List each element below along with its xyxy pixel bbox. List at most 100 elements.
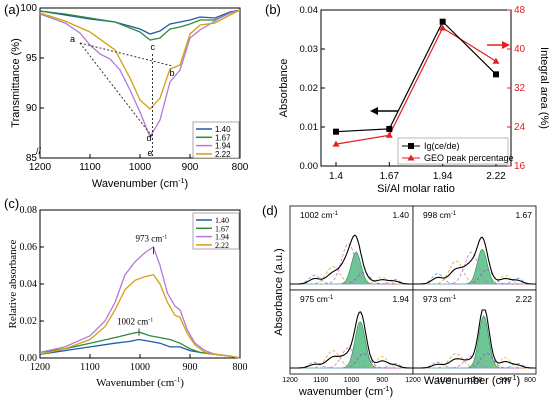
panel-a-series	[39, 9, 241, 139]
panel-b-xtick-label: 2.22	[486, 171, 506, 182]
panel-a-legend-label: 1.40	[215, 125, 231, 134]
panel-d-xlabel-right: Wavenumber (cm-1)	[424, 375, 520, 387]
panel-d-envelope	[413, 309, 536, 369]
panel-d-peak-label-sup: -1	[451, 295, 457, 301]
panel-a-line-2-22	[39, 9, 241, 110]
panel-c-peak-label-1002-sup: -1	[148, 318, 153, 324]
panel-b-legend-label-geo: GEO peak percentage	[424, 153, 514, 163]
panel-c-ytick-label: 0.08	[20, 205, 38, 216]
panel-c-ytick-label: 0.02	[20, 316, 38, 327]
panel-d-subplot-1-94: 975 cm-1 1.94	[289, 289, 414, 375]
panel-d-peak-label-sup: -1	[451, 211, 457, 217]
panel-c-legend-label: 1.40	[215, 216, 229, 225]
panel-d-peak-label: 1002 cm-1	[300, 210, 339, 220]
panel-c-annotations: 973 cm-1 1002 cm-1	[117, 233, 168, 336]
panel-d-ratio-label: 2.22	[515, 294, 532, 304]
panel-a-ticks: 1200 1100 1000 900 800 85 90 95 100	[20, 3, 248, 173]
panel-b-marker-geo	[492, 57, 500, 64]
panel-a-ytick-label: 95	[26, 53, 38, 64]
panel-a-ytick-label: 85	[26, 153, 38, 164]
panel-b-marker-ig	[333, 128, 339, 135]
panel-d-subplot-1-67: 998 cm-1 1.67	[412, 205, 537, 291]
panel-b-y2tick-label: 16	[514, 161, 526, 172]
panel-c-line-2-22	[39, 274, 241, 359]
panel-b-xtick-label: 1.94	[433, 171, 453, 182]
panel-b-y2tick-label: 48	[514, 5, 526, 16]
panel-d-deconvolution-grid: (d) 1002 cm-1 1.40 998 cm-1 1.67 975 cm-1 1.9…	[262, 203, 537, 398]
panel-c-legend-label: 1.94	[215, 233, 229, 242]
panel-c-xlabel: Wavenumber (cm-1)	[96, 376, 184, 389]
panel-d-xtick-label-right: 1100	[436, 377, 451, 384]
panel-d-dashed-component	[413, 277, 536, 285]
panel-c-label: (c)	[4, 196, 19, 211]
panel-a-ytick-label: 100	[20, 3, 37, 14]
panel-c-legend-box	[192, 212, 240, 250]
panel-b-y2label: Integral area (%)	[538, 47, 550, 129]
panel-b-y2tick-label: 40	[514, 44, 526, 55]
panel-a-point-label: b	[170, 68, 175, 78]
panel-a-legend: 1.401.671.942.22	[192, 121, 240, 159]
panel-d-xtick-label-right: 800	[524, 377, 536, 384]
panel-b-left-arrow-head	[370, 107, 378, 115]
panel-d-peak-label-sup: -1	[328, 295, 334, 301]
panel-b-ytick-label: 0.01	[300, 122, 319, 133]
panel-c-xtick-label: 1100	[80, 362, 100, 373]
panel-d-ratio-label: 1.40	[392, 210, 409, 220]
panel-b-legend: Ig(ce/de) GEO peak percentage	[397, 137, 514, 165]
panel-b-legend-marker-ig	[408, 143, 414, 149]
panel-d-xtick-label-left: 1100	[313, 377, 328, 384]
panel-b-marker-geo	[439, 24, 447, 31]
panel-a-xtick-label: 1200	[29, 162, 52, 173]
panel-c-peak-label-973: 973 cm-1	[136, 233, 168, 243]
panel-c-peak-label-973-sup: -1	[162, 234, 167, 240]
panel-a-xtick-label: 1100	[79, 162, 101, 173]
panel-a-ytick-label: 90	[26, 103, 38, 114]
panel-d-subplot-frame	[412, 205, 537, 291]
panel-c-line-1-94	[39, 245, 241, 359]
panel-c-xtick-label: 1000	[130, 362, 150, 373]
panel-b-legend-marker-geo	[407, 154, 415, 161]
panel-c-peak-label-1002: 1002 cm-1	[117, 317, 153, 327]
panel-a-point-label: d	[147, 133, 152, 143]
panel-d-xtick-label-right: 1000	[467, 377, 483, 384]
panel-b-ytick-label: 0.04	[300, 5, 319, 16]
panel-a-baseline-ad	[79, 42, 153, 138]
panel-b-xlabel: Si/Al molar ratio	[377, 183, 455, 195]
panel-d-ratio-label: 1.94	[392, 294, 409, 304]
panel-a-legend-label: 1.67	[215, 133, 231, 142]
panel-a-legend-label: 1.94	[215, 142, 231, 151]
panel-d-dashed-component	[290, 362, 413, 369]
panel-d-peak-label: 973 cm-1	[423, 294, 457, 304]
panel-d-envelope	[290, 311, 413, 369]
panel-a-line-1-40	[39, 9, 241, 35]
panel-d-dashed-component	[413, 362, 536, 369]
panel-d-envelope	[290, 234, 413, 285]
panel-d-xtick-label-left: 1000	[344, 377, 360, 384]
panel-d-xtick-label-left: 900	[376, 377, 388, 384]
panel-d-subplot-1-40: 1002 cm-1 1.40	[289, 205, 414, 291]
panel-c-xtick-label: 900	[183, 362, 198, 373]
panel-b-ticks: 1.4 1.67 1.94 2.22 0.00 0.01 0.02 0.03 0.04 16 24 3…	[300, 5, 526, 182]
panel-d-peak-label: 998 cm-1	[423, 210, 457, 220]
panel-a-transmittance-chart: (a) 1200 1100 1000 900 800 85 90 95 100 Wavenumb…	[4, 2, 249, 190]
panel-b-absorbance-chart: (b) 1.4 1.67 1.94 2.220.000.010.020.030.041…	[265, 2, 550, 195]
panel-a-xtick-label: 1000	[129, 162, 152, 173]
panel-b-ytick-label: 0.02	[300, 83, 319, 94]
panel-a-xlabel: Wavenumber (cm-1)	[92, 178, 188, 190]
panel-c-relative-absorbance-chart: (c) 1200 1100 1000 900 800 0.00 0.02 0.04 0.06 0.…	[4, 196, 248, 389]
panel-d-xtick-label-right: 900	[499, 377, 511, 384]
panel-d-xlabel-left: wavenumber (cm-1)	[298, 386, 393, 398]
panel-d-subplot-2-22: 973 cm-1 2.22	[412, 289, 537, 375]
panel-a-label: (a)	[4, 2, 20, 17]
panel-d-peak-label-sup: -1	[333, 211, 339, 217]
panel-b-label: (b)	[265, 2, 281, 17]
panel-c-ytick-label: 0.06	[20, 242, 38, 253]
panel-a-xtick-label: 900	[182, 162, 199, 173]
panel-a-line-1-67	[39, 9, 241, 41]
panel-a-point-label: a	[70, 34, 75, 44]
panel-b-line-ig	[335, 20, 497, 133]
panel-d-dashed-component	[290, 278, 413, 285]
panel-a-annotations: a b c de //	[36, 34, 175, 158]
panel-d-label: (d)	[262, 203, 278, 218]
